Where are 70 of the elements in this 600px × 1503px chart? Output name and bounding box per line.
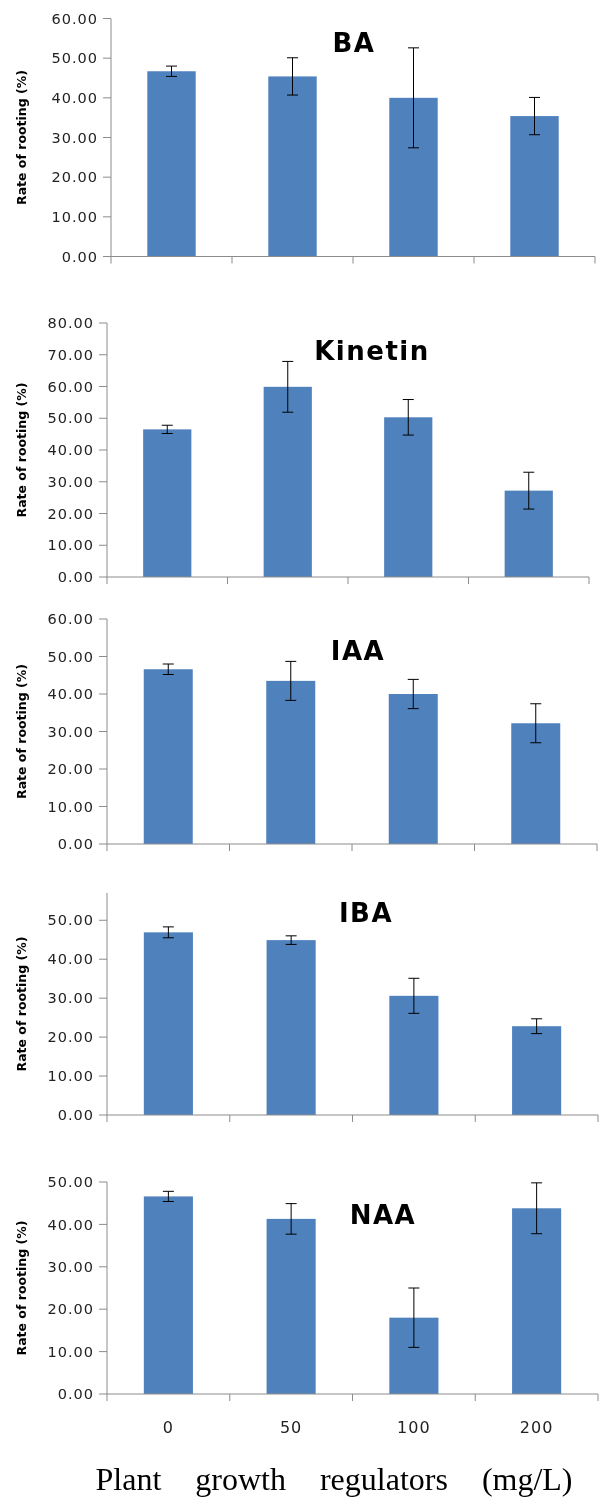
y-axis-title: Rate of rooting (%) [14,1220,30,1356]
bar [510,116,559,257]
chart-title: IBA [338,898,394,928]
y-tick-label: 80.00 [47,315,94,332]
bar [268,76,317,257]
x-tick-label: 100 [397,1418,431,1437]
y-tick-label: 30.00 [47,723,94,740]
y-tick-label: 40.00 [51,90,98,107]
y-tick-label: 50.00 [51,50,98,67]
y-tick-label: 20.00 [47,761,94,778]
y-tick-label: 30.00 [47,1259,94,1276]
bar [388,694,438,844]
y-tick-label: 30.00 [47,473,94,490]
y-tick-label: 60.00 [51,10,98,27]
y-tick-label: 10.00 [51,209,98,226]
y-tick-label: 20.00 [47,505,94,522]
y-tick-label: 20.00 [47,1301,94,1318]
bar [266,940,316,1115]
y-tick-label: 10.00 [47,537,94,554]
text: IAA [330,636,386,666]
bar [511,723,561,844]
y-tick-label: 50.00 [47,912,94,929]
y-tick-label: 50.00 [47,410,94,427]
y-tick-label: 0.00 [57,1107,94,1124]
y-tick-label: 10.00 [47,798,94,815]
x-tick-label: 50 [279,1418,303,1437]
y-tick-label: 20.00 [47,1029,94,1046]
y-axis-title: Rate of rooting (%) [14,936,30,1072]
chart-title: BA [332,28,376,58]
y-tick-label: 0.00 [61,248,98,265]
bar [266,1218,316,1394]
bar [143,932,193,1115]
bar [389,995,439,1115]
bar [263,386,312,577]
y-tick-label: 40.00 [47,442,94,459]
bar [389,97,438,257]
x-tick-label: 0 [162,1418,174,1437]
y-tick-label: 40.00 [47,1216,94,1233]
bar [504,490,553,577]
y-tick-label: 30.00 [47,990,94,1007]
x-tick-label: 200 [519,1418,554,1437]
bar [512,1208,562,1394]
y-tick-label: 70.00 [47,346,94,363]
y-tick-label: 10.00 [47,1068,94,1085]
y-tick-label: 40.00 [47,951,94,968]
y-tick-label: 60.00 [47,611,94,628]
y-tick-label: 60.00 [47,378,94,395]
y-tick-label: 0.00 [57,1386,94,1403]
y-tick-label: 10.00 [47,1343,94,1360]
y-tick-label: 0.00 [57,569,94,586]
y-axis-title: Rate of rooting (%) [14,382,30,518]
y-tick-label: 0.00 [57,836,94,853]
bar [147,71,196,257]
y-tick-label: 30.00 [51,129,98,146]
text: NAA [349,1200,417,1230]
x-axis-title: Plant growth regulators (mg/L) [95,1461,573,1497]
bar [384,417,433,577]
y-tick-label: 50.00 [47,648,94,665]
bar [266,680,316,844]
bar [143,429,192,577]
text: Kinetin [314,336,430,366]
bar [143,669,193,844]
bar [143,1196,193,1394]
y-tick-label: 40.00 [47,686,94,703]
bar [389,1317,439,1394]
y-tick-label: 20.00 [51,169,98,186]
y-axis-title: Rate of rooting (%) [14,70,30,205]
y-axis-title: Rate of rooting (%) [14,664,30,799]
y-tick-label: 50.00 [47,1174,94,1191]
bar [512,1026,562,1115]
